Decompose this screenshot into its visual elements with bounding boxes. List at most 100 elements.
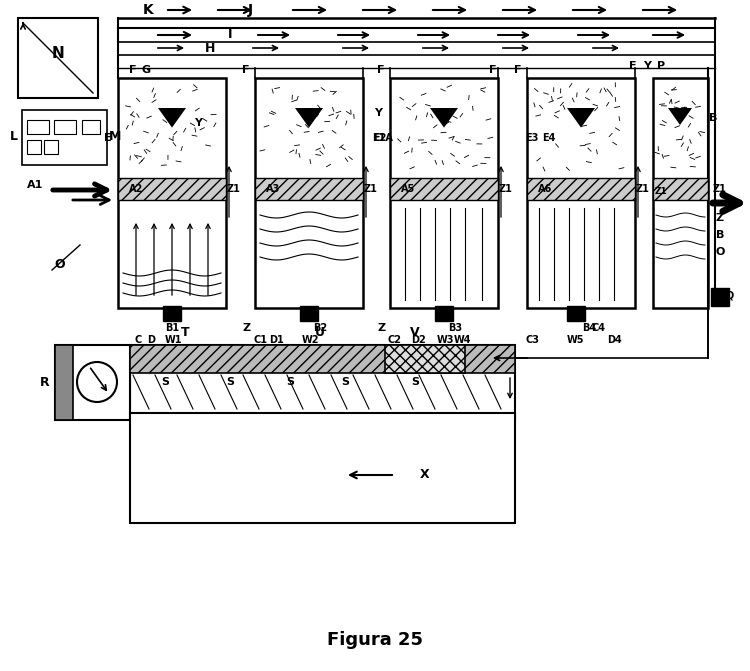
Bar <box>390 178 498 200</box>
Text: N: N <box>52 46 64 60</box>
Bar <box>390 78 498 308</box>
Bar <box>130 345 515 373</box>
Text: F: F <box>242 65 250 75</box>
Bar <box>55 345 130 420</box>
Text: D1: D1 <box>270 335 284 345</box>
Text: Y: Y <box>374 108 382 118</box>
Text: C4: C4 <box>592 323 606 333</box>
Text: B2: B2 <box>313 323 327 333</box>
Text: P: P <box>657 61 665 71</box>
Text: A5: A5 <box>400 184 416 194</box>
Bar <box>527 78 635 308</box>
Bar <box>255 178 363 200</box>
Text: E4: E4 <box>542 133 556 143</box>
Text: C3: C3 <box>525 335 539 345</box>
Text: F: F <box>489 65 496 75</box>
Text: S: S <box>341 377 349 387</box>
Text: D: D <box>147 335 155 345</box>
Text: Y: Y <box>643 61 651 71</box>
Text: S: S <box>411 377 419 387</box>
Bar <box>44 140 58 154</box>
Text: B: B <box>709 113 717 123</box>
Polygon shape <box>567 108 595 127</box>
Bar <box>18 18 98 98</box>
Bar <box>27 120 49 134</box>
Text: Q: Q <box>726 291 734 301</box>
Bar <box>567 306 585 321</box>
Text: O: O <box>716 247 724 257</box>
Bar <box>653 178 708 200</box>
Text: S: S <box>226 377 234 387</box>
Text: Z1: Z1 <box>364 184 378 194</box>
Text: V: V <box>410 325 420 338</box>
Bar <box>54 120 76 134</box>
Bar <box>55 345 73 420</box>
Polygon shape <box>158 108 186 127</box>
Text: E3: E3 <box>525 133 538 143</box>
Bar <box>22 110 107 165</box>
Text: F: F <box>129 65 136 75</box>
Text: Z1: Z1 <box>227 184 241 194</box>
Text: X: X <box>420 468 430 482</box>
Text: B: B <box>716 230 724 240</box>
Text: W2: W2 <box>302 335 319 345</box>
Text: F: F <box>629 61 637 71</box>
Text: S: S <box>286 377 294 387</box>
Bar <box>435 306 453 321</box>
Text: Z1: Z1 <box>636 184 650 194</box>
Text: K: K <box>142 3 153 17</box>
Text: T: T <box>181 325 189 338</box>
Text: J: J <box>248 3 253 17</box>
Bar <box>385 345 465 373</box>
Bar <box>653 78 708 308</box>
Text: B4: B4 <box>582 323 596 333</box>
Text: A2: A2 <box>129 184 143 194</box>
Text: A1: A1 <box>27 180 44 190</box>
Text: Z1: Z1 <box>713 184 727 194</box>
Bar <box>527 178 635 200</box>
Text: Z: Z <box>243 323 251 333</box>
Text: A3: A3 <box>266 184 280 194</box>
Text: Z1: Z1 <box>655 187 668 195</box>
Polygon shape <box>295 108 323 127</box>
Text: Z: Z <box>716 213 724 223</box>
Text: M: M <box>109 130 122 144</box>
Text: H: H <box>205 42 215 54</box>
Text: A6: A6 <box>538 184 552 194</box>
Bar <box>118 178 226 200</box>
Text: E1A: E1A <box>373 133 394 143</box>
Bar <box>163 306 181 321</box>
Text: D2: D2 <box>411 335 425 345</box>
Text: U: U <box>315 325 325 338</box>
Text: S: S <box>161 377 169 387</box>
Text: R: R <box>40 376 50 389</box>
Text: B1: B1 <box>165 323 179 333</box>
Text: F: F <box>514 65 522 75</box>
Text: C1: C1 <box>253 335 267 345</box>
Text: D4: D4 <box>608 335 622 345</box>
Text: C2: C2 <box>388 335 402 345</box>
Text: W4: W4 <box>453 335 471 345</box>
Bar <box>711 288 729 306</box>
Text: W1: W1 <box>164 335 182 345</box>
Text: E2: E2 <box>374 133 387 143</box>
Bar <box>300 306 318 321</box>
Text: W5: W5 <box>566 335 584 345</box>
Polygon shape <box>430 108 458 127</box>
Bar <box>130 413 515 523</box>
Text: Z1: Z1 <box>499 184 513 194</box>
Bar <box>27 140 41 154</box>
Bar <box>82 120 100 134</box>
Text: E: E <box>104 133 112 143</box>
Text: Y: Y <box>194 118 202 128</box>
Text: W3: W3 <box>436 335 454 345</box>
Text: O: O <box>55 258 65 272</box>
Text: G: G <box>142 65 151 75</box>
Text: B3: B3 <box>448 323 462 333</box>
Bar <box>130 345 515 420</box>
Polygon shape <box>668 108 692 125</box>
Text: Z: Z <box>378 323 386 333</box>
Text: I: I <box>228 28 232 42</box>
Bar <box>255 78 363 308</box>
Text: Figura 25: Figura 25 <box>327 631 423 649</box>
